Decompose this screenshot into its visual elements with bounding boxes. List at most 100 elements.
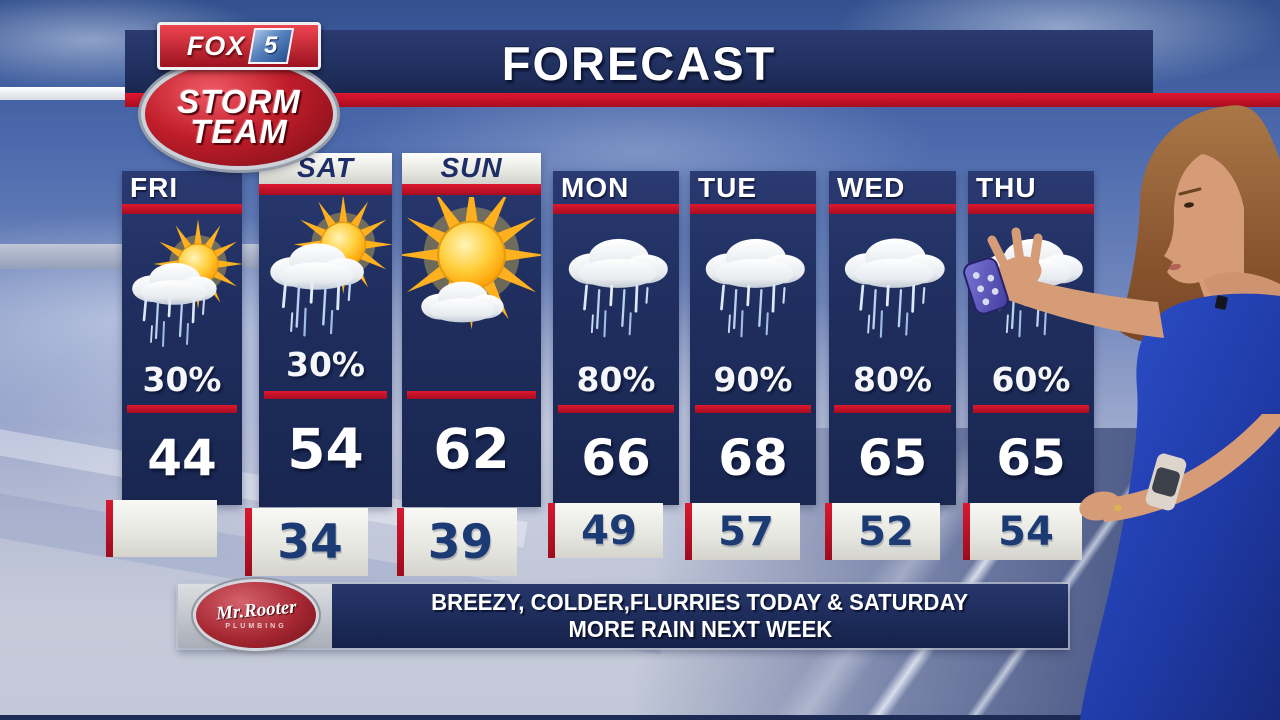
presenter-dress bbox=[1080, 293, 1280, 720]
storm-team-oval: STORM TEAM bbox=[145, 62, 333, 166]
low-temp-box-fri bbox=[106, 500, 217, 557]
forecast-card-wed: WED 80% 65 bbox=[829, 171, 956, 505]
red-tab bbox=[397, 508, 404, 576]
presenter-arm bbox=[992, 270, 1164, 338]
forecast-card-sun: SUN 62 bbox=[402, 153, 541, 507]
page-title: FORECAST bbox=[501, 37, 777, 90]
day-label: TUE bbox=[698, 172, 757, 203]
low-temp: 54 bbox=[970, 503, 1082, 560]
day-underline bbox=[968, 204, 1094, 214]
low-temp-box-sat: 34 bbox=[245, 508, 368, 576]
fox-wordmark: FOX bbox=[186, 30, 246, 61]
day-underline bbox=[122, 204, 242, 214]
rain-icon bbox=[690, 214, 816, 360]
presenter-left-hand bbox=[1079, 491, 1121, 521]
ticker-line-2: MORE RAIN NEXT WEEK bbox=[568, 616, 832, 642]
low-temp: 49 bbox=[555, 503, 663, 558]
mostly-sunny-icon bbox=[402, 195, 541, 345]
station-logo: FOX 5 STORM TEAM bbox=[143, 22, 335, 166]
forecast-card-thu: THU 60% 65 bbox=[968, 171, 1094, 505]
presenter-fingers bbox=[987, 227, 1043, 273]
channel5-flag: 5 bbox=[248, 28, 295, 64]
red-tab bbox=[245, 508, 252, 576]
day-underline bbox=[402, 184, 541, 195]
sponsor-subtitle: PLUMBING bbox=[225, 623, 287, 630]
sponsor-name: Mr.Rooter bbox=[214, 596, 298, 625]
high-temp: 68 bbox=[718, 428, 788, 487]
presenter-eye bbox=[1184, 202, 1194, 208]
red-tab bbox=[825, 503, 832, 560]
ticker-line-1: BREEZY, COLDER,FLURRIES TODAY & SATURDAY bbox=[431, 589, 969, 615]
watch bbox=[1145, 453, 1187, 511]
low-temp: 34 bbox=[252, 508, 368, 576]
rain-icon bbox=[553, 214, 679, 360]
day-label: SUN bbox=[402, 153, 541, 184]
separator bbox=[407, 391, 536, 399]
red-tab bbox=[685, 503, 692, 560]
day-underline bbox=[259, 184, 392, 195]
fox5-box: FOX 5 bbox=[157, 22, 321, 70]
separator bbox=[973, 404, 1089, 413]
high-temp: 65 bbox=[996, 428, 1066, 487]
separator bbox=[558, 404, 674, 413]
low-temp-box-thu: 54 bbox=[963, 503, 1082, 560]
presenter-eyebrow bbox=[1178, 187, 1202, 196]
day-underline bbox=[829, 204, 956, 214]
sponsor-panel: Mr.Rooter PLUMBING bbox=[178, 582, 332, 648]
presenter-forearm bbox=[1100, 414, 1280, 522]
low-temp-box-tue: 57 bbox=[685, 503, 800, 560]
rain-icon bbox=[829, 214, 956, 360]
precip-chance: 80% bbox=[853, 359, 932, 399]
header-white-stripe bbox=[0, 87, 150, 100]
separator bbox=[264, 391, 387, 399]
day-underline bbox=[553, 204, 679, 214]
separator bbox=[834, 404, 951, 413]
presenter bbox=[963, 105, 1280, 720]
bottom-edge-strip bbox=[0, 715, 1280, 720]
team-label: TEAM bbox=[190, 113, 288, 150]
day-label: FRI bbox=[130, 172, 179, 203]
mr-rooter-logo: Mr.Rooter PLUMBING bbox=[196, 582, 316, 648]
separator bbox=[695, 404, 811, 413]
sun-cloud-rain-icon bbox=[122, 214, 242, 360]
low-temp: 39 bbox=[404, 508, 517, 576]
day-label: MON bbox=[561, 172, 630, 203]
high-temp: 66 bbox=[581, 428, 651, 487]
ticker-text: BREEZY, COLDER,FLURRIES TODAY & SATURDAY… bbox=[332, 584, 1068, 648]
day-underline bbox=[690, 204, 816, 214]
red-tab bbox=[106, 500, 113, 557]
precip-chance: 30% bbox=[142, 359, 222, 399]
red-tab bbox=[963, 503, 970, 560]
storm-label: STORM bbox=[177, 82, 301, 120]
high-temp: 65 bbox=[857, 428, 928, 487]
forecast-card-mon: MON 80% 66 bbox=[553, 171, 679, 505]
day-label: THU bbox=[976, 172, 1037, 203]
remote-control-icon bbox=[963, 257, 1009, 315]
precip-chance: 60% bbox=[991, 359, 1071, 399]
separator bbox=[127, 404, 237, 413]
high-temp: 54 bbox=[287, 417, 364, 481]
ring bbox=[1114, 504, 1122, 512]
high-temp: 62 bbox=[433, 417, 510, 481]
low-temp bbox=[113, 500, 217, 557]
red-tab bbox=[548, 503, 555, 558]
presenter-lips bbox=[1169, 263, 1181, 271]
low-temp-box-sun: 39 bbox=[397, 508, 517, 576]
high-temp: 44 bbox=[147, 428, 217, 487]
low-temp-box-mon: 49 bbox=[548, 503, 663, 558]
low-temp: 57 bbox=[692, 503, 800, 560]
precip-chance: 90% bbox=[713, 359, 793, 399]
precip-chance: 80% bbox=[576, 359, 656, 399]
header-red-stripe bbox=[125, 93, 1280, 107]
ticker-banner: Mr.Rooter PLUMBING BREEZY, COLDER,FLURRI… bbox=[178, 582, 1068, 648]
forecast-card-tue: TUE 90% 68 bbox=[690, 171, 816, 505]
forecast-card-sat: SAT 30% 54 bbox=[259, 153, 392, 507]
sun-cloud-rain-icon bbox=[259, 195, 392, 345]
forecast-card-fri: FRI 30% 44 bbox=[122, 171, 242, 505]
precip-chance: 30% bbox=[286, 345, 365, 384]
microphone-icon bbox=[1215, 295, 1228, 310]
low-temp-box-wed: 52 bbox=[825, 503, 940, 560]
day-label: WED bbox=[837, 172, 906, 203]
precip-chance bbox=[402, 345, 541, 391]
